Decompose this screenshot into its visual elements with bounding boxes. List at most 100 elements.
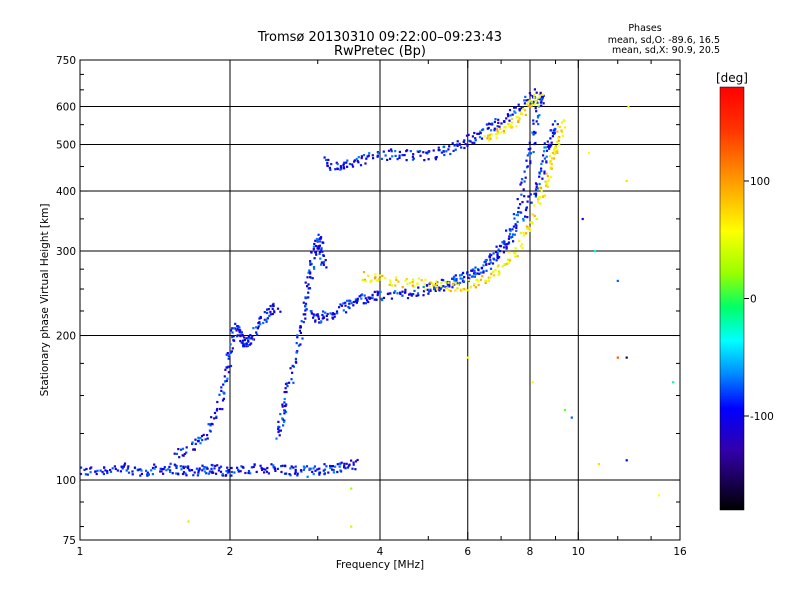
point-x: [503, 126, 506, 129]
point-o: [512, 225, 515, 228]
point-o: [197, 440, 200, 443]
point-x: [467, 289, 470, 292]
point-o: [398, 150, 401, 153]
point-o: [427, 150, 430, 154]
point-x: [546, 185, 549, 188]
point-o: [173, 452, 176, 455]
point-x: [531, 222, 534, 225]
point-o: [292, 466, 295, 469]
point-o: [537, 123, 540, 126]
point-o: [422, 294, 425, 297]
point-o: [292, 365, 295, 368]
point-o: [479, 132, 482, 135]
point-o: [295, 342, 298, 345]
point-o: [429, 289, 432, 292]
point-o: [543, 150, 546, 153]
point-o: [516, 220, 519, 223]
point-o: [84, 473, 87, 476]
point-o: [345, 462, 348, 465]
point-o: [229, 329, 233, 332]
point-o: [104, 469, 107, 472]
point-o: [270, 304, 273, 308]
point-o: [273, 309, 276, 312]
point-o: [411, 158, 414, 161]
point-o: [489, 261, 492, 264]
point-x: [431, 282, 434, 285]
point-x: [416, 282, 419, 285]
point-o: [354, 300, 357, 303]
point-o: [226, 466, 229, 469]
point-o: [310, 312, 313, 315]
point-o: [551, 135, 554, 138]
point-o: [221, 399, 225, 402]
point-o: [296, 350, 299, 353]
point-o: [474, 137, 477, 140]
point-o: [299, 325, 302, 328]
point-x: [424, 278, 427, 281]
point-o: [160, 470, 163, 473]
point-o: [404, 290, 407, 294]
point-o: [181, 447, 185, 450]
point-o: [333, 312, 336, 316]
point-o: [85, 467, 88, 471]
point-o: [547, 144, 551, 147]
point-o: [534, 131, 537, 134]
point-o: [533, 130, 536, 133]
point-o: [416, 292, 420, 295]
point-o: [178, 456, 181, 459]
point-o: [284, 465, 287, 468]
point-o: [195, 467, 198, 470]
point-o: [524, 95, 527, 98]
point-o: [502, 242, 505, 245]
point-o: [339, 469, 342, 472]
point-o: [145, 469, 148, 472]
point-o: [473, 131, 476, 135]
point-o: [371, 154, 374, 157]
point-x: [514, 255, 517, 258]
point-o: [474, 266, 477, 269]
point-o: [294, 357, 297, 360]
point-o: [511, 113, 514, 116]
point-o: [330, 163, 333, 166]
point-x: [550, 162, 553, 166]
point-o: [316, 468, 319, 471]
point-o: [378, 291, 381, 294]
point-o: [285, 382, 288, 385]
point-o: [527, 148, 530, 151]
point-o: [525, 206, 528, 209]
point-o: [334, 168, 337, 171]
point-o: [227, 371, 230, 374]
point-x: [497, 264, 500, 267]
point-o: [535, 192, 538, 195]
point-x: [547, 178, 550, 181]
point-o: [122, 465, 125, 468]
point-o: [203, 466, 206, 469]
point-o: [509, 236, 512, 239]
point-o: [232, 327, 235, 330]
point-o: [489, 123, 492, 126]
point-o: [227, 365, 230, 368]
point-o: [139, 474, 142, 477]
point-o: [231, 347, 234, 350]
point-o: [493, 120, 496, 123]
point-o: [489, 267, 493, 270]
point-o: [231, 336, 234, 339]
point-o: [307, 291, 310, 294]
point-o: [309, 310, 312, 313]
point-o: [289, 367, 292, 370]
point-x: [378, 274, 381, 277]
point-x: [411, 280, 414, 284]
point-x: [556, 151, 559, 154]
point-o: [255, 470, 258, 473]
point-x: [525, 232, 528, 235]
point-o: [284, 387, 287, 390]
point-o: [243, 336, 246, 339]
y-tick-label: 100: [56, 475, 76, 487]
point-o: [367, 154, 370, 157]
point-o: [191, 441, 194, 444]
point-o: [327, 471, 330, 474]
point-o: [371, 296, 374, 299]
point-o: [494, 118, 497, 121]
point-o: [445, 150, 448, 153]
point-o: [242, 345, 245, 348]
